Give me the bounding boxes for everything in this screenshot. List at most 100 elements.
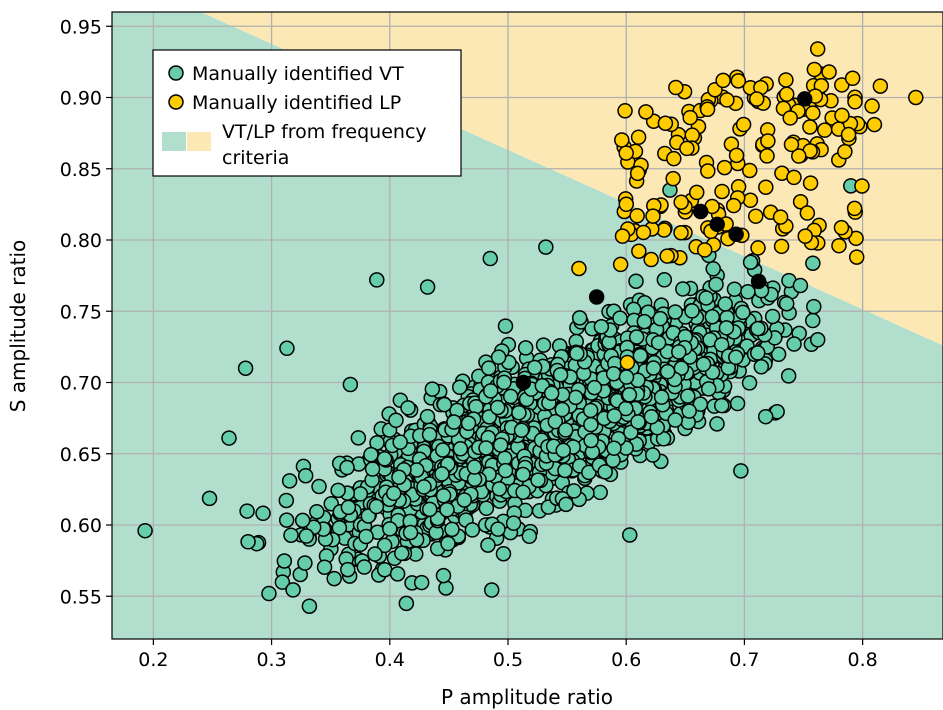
vt-point [621, 527, 638, 543]
lp-point [866, 116, 883, 133]
vt-point [331, 520, 348, 536]
vt-point [340, 499, 357, 516]
vt-point [530, 472, 546, 488]
vt-point [778, 295, 795, 312]
lp-point [750, 240, 766, 256]
vt-point [692, 396, 709, 412]
vt-point [757, 408, 774, 425]
vt-point [515, 484, 531, 500]
vt-point [645, 447, 661, 463]
x-tick-label: 0.5 [493, 649, 523, 671]
highlight-point [588, 289, 605, 305]
vt-point [780, 368, 797, 384]
vt-point [606, 408, 623, 424]
lp-point [772, 209, 789, 225]
lp-point [630, 129, 647, 145]
vt-point [483, 582, 500, 598]
lp-point [833, 219, 850, 236]
lp-point [848, 249, 865, 265]
lp-point [748, 91, 765, 107]
vt-point [684, 303, 700, 319]
x-tick-label: 0.6 [611, 649, 641, 671]
vt-point [586, 379, 603, 396]
vt-point [770, 346, 787, 363]
vt-point [452, 379, 468, 396]
lp-point [696, 242, 713, 258]
vt-point [735, 304, 751, 321]
vt-point [358, 528, 374, 545]
vt-point [285, 582, 301, 598]
vt-point [480, 537, 496, 553]
x-tick-label: 0.2 [138, 649, 168, 671]
vt-point [680, 388, 696, 404]
highlight-point [515, 374, 532, 391]
vt-point [201, 490, 218, 507]
y-tick-label: 0.60 [60, 515, 102, 537]
vt-point [632, 347, 649, 364]
lp-point [638, 104, 654, 120]
legend-lp-region-swatch [187, 132, 211, 151]
highlight-point [796, 91, 813, 107]
lp-point [797, 228, 813, 244]
vt-point [376, 561, 393, 578]
y-tick-label: 0.95 [60, 16, 102, 38]
lp-point [846, 200, 863, 217]
lp-point [635, 224, 652, 241]
vt-point [741, 375, 758, 391]
lp-point [629, 207, 645, 224]
legend-vt-region-swatch [162, 132, 186, 151]
lp-point [699, 101, 716, 118]
vt-point [364, 461, 381, 477]
vt-point [517, 340, 534, 356]
vt-point [555, 442, 571, 459]
vt-point [440, 535, 456, 552]
vt-point [413, 574, 430, 591]
x-tick-label: 0.3 [256, 649, 286, 671]
y-tick-label: 0.65 [60, 444, 102, 466]
lp-point [735, 116, 752, 133]
vt-point [521, 528, 538, 545]
lp-point [844, 70, 861, 87]
vt-point [557, 422, 574, 438]
vt-point [671, 344, 687, 360]
vt-point [326, 570, 342, 587]
vt-point [408, 462, 425, 478]
vt-point [298, 528, 315, 544]
lp-point [612, 256, 629, 273]
lp-point [619, 354, 636, 371]
vt-point [274, 574, 291, 590]
vt-point [478, 500, 495, 517]
vt-point [419, 408, 436, 425]
lp-point [659, 248, 675, 264]
vt-point [628, 273, 644, 289]
vt-point [297, 467, 314, 484]
data-points [137, 41, 924, 614]
vt-point [489, 399, 506, 416]
vt-point [400, 400, 416, 416]
vt-point [297, 555, 313, 571]
vt-point [376, 537, 393, 554]
vt-point [444, 521, 460, 538]
lp-point [778, 72, 794, 88]
vt-point [567, 389, 584, 406]
vt-point [704, 308, 721, 325]
vt-point [240, 534, 256, 550]
vt-point [717, 296, 734, 312]
plot-frame [111, 11, 943, 640]
lp-point [760, 133, 776, 149]
lp-point [614, 228, 631, 244]
lp-point [802, 175, 819, 191]
lp-point [758, 179, 774, 195]
vt-point [806, 298, 822, 315]
vt-point [436, 396, 453, 413]
vt-point [581, 464, 597, 481]
vt-point [675, 281, 691, 297]
vt-point [552, 366, 569, 383]
vt-point [438, 580, 454, 596]
vt-point [363, 446, 379, 463]
vt-point [490, 521, 506, 537]
legend-region-label-line2: criteria [222, 147, 289, 169]
lp-point [571, 260, 587, 277]
lp-point [872, 78, 889, 94]
